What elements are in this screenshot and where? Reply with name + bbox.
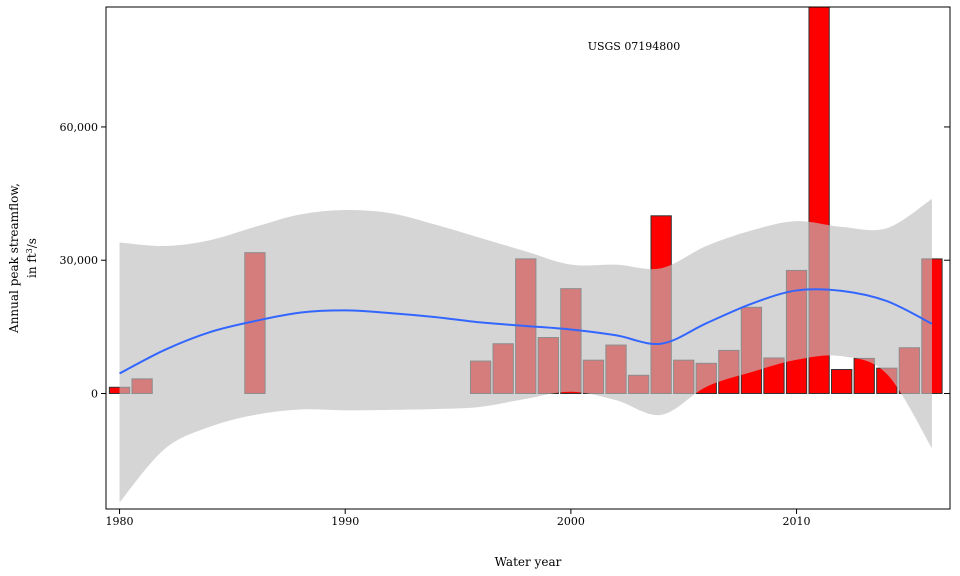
confidence-band	[119, 198, 932, 503]
x-tick-label-2000: 2000	[557, 515, 585, 528]
x-tick-label-1990: 1990	[331, 515, 359, 528]
x-axis-title: Water year	[495, 555, 562, 569]
bar-2012	[831, 369, 853, 395]
y-tick-label-0: 0	[91, 387, 98, 400]
smooth-line-layer	[119, 288, 933, 375]
y-axis-title-unit-suffix: /s	[25, 238, 39, 248]
y-axis-title-unit-sup: 3	[25, 248, 34, 253]
chart-annotation: USGS 07194800	[588, 40, 681, 53]
x-tick-label-2010: 2010	[783, 515, 811, 528]
plot-frame	[105, 6, 951, 510]
y-axis: 0 30,000 60,000	[60, 121, 950, 400]
x-axis: 1980 1990 2000 2010	[106, 509, 811, 528]
y-axis-title-line1: Annual peak streamflow,	[7, 183, 21, 334]
y-tick-label-60000: 60,000	[60, 121, 99, 134]
y-axis-title-line2: in ft3/s	[25, 238, 40, 278]
x-tick-label-1980: 1980	[106, 515, 134, 528]
y-tick-label-30000: 30,000	[60, 254, 99, 267]
smooth-line	[119, 288, 933, 375]
y-axis-title-unit-prefix: in ft	[25, 253, 39, 278]
confidence-band-layer	[119, 198, 932, 503]
bar-2013	[853, 357, 875, 394]
